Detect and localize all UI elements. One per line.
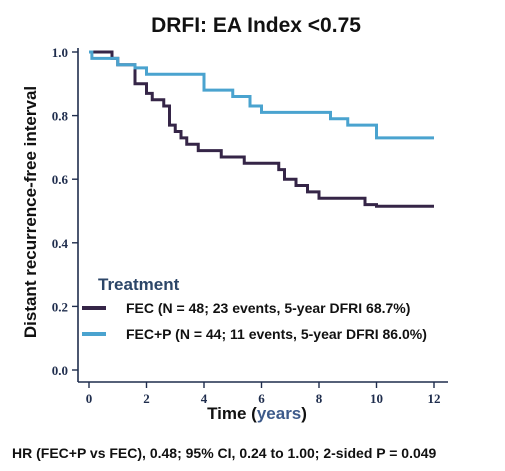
x-tick-label: 0 [86, 391, 93, 406]
legend: Treatment FEC (N = 48; 23 events, 5-year… [82, 275, 427, 342]
x-axis-label-part: years [257, 404, 301, 423]
series-line-fec-p [89, 50, 434, 140]
legend-entry-label: FEC (N = 48; 23 events, 5-year DFRI 68.7… [126, 300, 410, 316]
x-tick-label: 12 [428, 391, 441, 406]
x-axis-label: Time (years) [207, 404, 307, 423]
y-tick-label: 0.8 [52, 109, 69, 124]
chart-title: DRFI: EA Index <0.75 [151, 14, 361, 37]
x-ticks: 0 2 4 6 8 10 12 [86, 382, 441, 406]
x-axis-label-part: ) [301, 404, 307, 423]
y-tick-label: 0.2 [52, 299, 68, 314]
y-tick-label: 0.4 [52, 236, 69, 251]
legend-items: FEC (N = 48; 23 events, 5-year DFRI 68.7… [82, 300, 427, 342]
y-tick-label: 1.0 [52, 45, 68, 60]
x-tick-label: 6 [258, 391, 265, 406]
plot-area: 0.0 0.2 0.4 0.6 0.8 1.0 0 2 4 6 8 10 12 [52, 45, 448, 406]
series-line-fec [89, 50, 434, 208]
series-layer [89, 50, 434, 208]
y-tick-label: 0.0 [52, 363, 68, 378]
y-ticks: 0.0 0.2 0.4 0.6 0.8 1.0 [52, 45, 78, 378]
legend-entry-label: FEC+P (N = 44; 11 events, 5-year DFRI 86… [126, 326, 427, 342]
y-axis-label: Distant recurrence-free interval [21, 86, 40, 338]
hazard-ratio-footnote: HR (FEC+P vs FEC), 0.48; 95% CI, 0.24 to… [12, 445, 437, 461]
x-tick-label: 10 [370, 391, 383, 406]
x-tick-label: 8 [316, 391, 323, 406]
y-tick-label: 0.6 [52, 172, 69, 187]
x-tick-label: 4 [201, 391, 208, 406]
x-tick-label: 2 [143, 391, 150, 406]
legend-title: Treatment [98, 275, 180, 294]
x-axis-label-part: Time ( [207, 404, 257, 423]
